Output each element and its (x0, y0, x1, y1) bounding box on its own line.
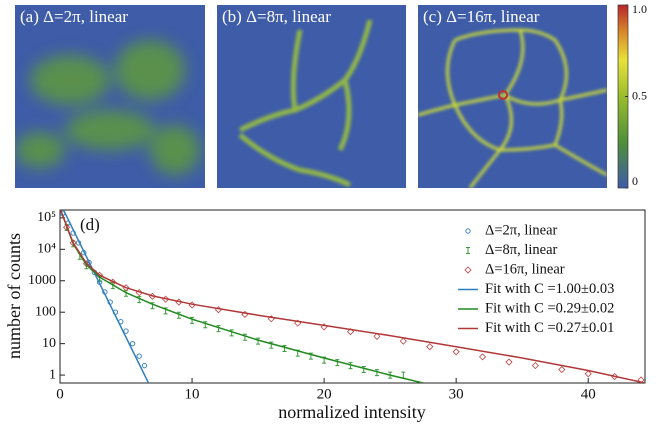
data-point (531, 362, 539, 370)
fit-line (60, 210, 424, 383)
legend-label: Δ=16π, linear (485, 261, 565, 277)
y-tick-label: 1000 (28, 273, 56, 288)
plot-area (60, 210, 645, 383)
data-point (346, 328, 355, 336)
legend-entry: Fit with C =0.27±0.01 (458, 320, 614, 336)
data-point (190, 316, 195, 324)
data-point (136, 353, 142, 359)
data-point (505, 358, 513, 366)
data-point (63, 223, 71, 231)
data-point (176, 311, 181, 319)
data-point (141, 362, 148, 369)
data-point (479, 353, 487, 361)
y-tick-label: 10⁵ (37, 210, 56, 225)
legend-label: Fit with C =0.29±0.02 (485, 300, 614, 316)
x-tick-label: 40 (581, 386, 596, 402)
x-tick-label: 20 (317, 386, 332, 402)
y-tick-label: 10 (42, 336, 56, 351)
panel-label: (d) (80, 215, 100, 234)
x-tick-label: 10 (185, 386, 200, 402)
legend-entry: Fit with C =1.00±0.03 (458, 281, 614, 297)
legend-entry: Δ=2π, linear (465, 222, 558, 238)
data-point (69, 239, 77, 247)
panel-label: (c) Δ=16π, linear (423, 7, 540, 26)
fit-line (62, 210, 150, 383)
data-point (584, 370, 592, 378)
legend-label: Fit with C =0.27±0.01 (485, 320, 614, 336)
data-point (558, 365, 566, 374)
data-point (373, 332, 381, 340)
legend-entry: Fit with C =0.29±0.02 (458, 300, 614, 316)
legend-entry: Δ=8π, linear (466, 242, 558, 258)
data-point (399, 337, 407, 345)
x-tick-label: 30 (449, 386, 464, 402)
data-point (335, 359, 340, 367)
legend-marker (464, 266, 472, 274)
panel-label: (b) Δ=8π, linear (222, 7, 331, 26)
y-tick-label: 1 (49, 367, 56, 382)
data-point (452, 348, 460, 356)
legend-entry: Δ=16π, linear (464, 261, 565, 277)
legend-label: Δ=8π, linear (485, 242, 558, 258)
data-point (229, 329, 234, 337)
data-point (637, 376, 645, 383)
y-tick-label: 10⁴ (37, 242, 56, 257)
colorbar-tick-label: 0 (632, 174, 638, 188)
panel-label: (a) Δ=2π, linear (20, 7, 128, 26)
data-point (374, 369, 379, 377)
y-axis-label: number of counts (4, 233, 24, 359)
data-point (216, 325, 221, 333)
plot-frame (59, 209, 646, 384)
x-axis-label: normalized intensity (278, 402, 425, 422)
legend-marker (466, 247, 470, 254)
legend-label: Fit with C =1.00±0.03 (485, 281, 614, 297)
legend-label: Δ=2π, linear (485, 222, 558, 238)
data-point (129, 340, 136, 347)
data-point (426, 343, 434, 351)
y-tick-label: 100 (35, 304, 56, 319)
colorbar-tick-label: 1.0 (632, 2, 647, 16)
colorbar-tick-label: 0.5 (632, 88, 647, 102)
legend-marker (465, 228, 471, 234)
panel-c (418, 5, 607, 188)
panel-b (217, 5, 406, 188)
data-point (256, 337, 261, 345)
panel-a (15, 5, 205, 188)
fit-line (60, 210, 645, 383)
x-tick-label: 0 (56, 386, 64, 402)
